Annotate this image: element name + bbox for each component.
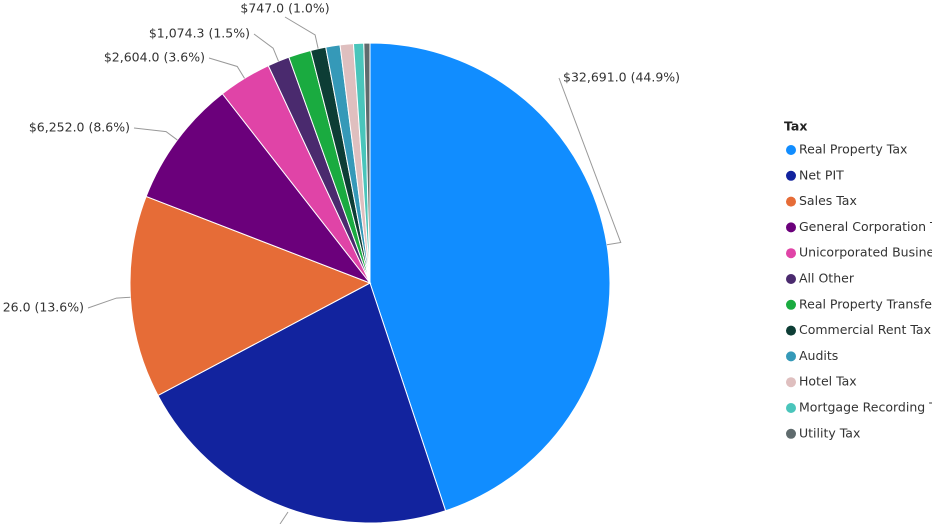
leader-line — [558, 77, 622, 246]
legend-marker — [786, 377, 796, 388]
legend-marker — [786, 351, 796, 362]
leader-line — [284, 16, 319, 49]
data-label: 26.0 (13.6%) — [3, 300, 84, 315]
legend-marker — [786, 403, 796, 413]
legend-label: All Other — [799, 271, 855, 286]
legend-marker — [786, 145, 796, 155]
pie-slice — [363, 42, 371, 284]
leader-line — [208, 57, 245, 79]
legend-title: Tax — [784, 119, 807, 134]
legend-marker — [786, 170, 796, 181]
legend-label: Sales Tax — [799, 193, 857, 208]
leader-line — [279, 511, 289, 524]
leader-line — [133, 127, 178, 141]
pie-slice — [145, 93, 372, 285]
leader-line — [87, 296, 131, 309]
legend-label: Net PIT — [799, 167, 844, 182]
legend-marker — [786, 325, 796, 336]
legend-label: Utility Tax — [799, 425, 860, 440]
data-label: $1,074.3 (1.5%) — [149, 26, 250, 41]
legend-label: Audits — [799, 348, 838, 363]
legend-label: Real Property Transfer — [799, 296, 932, 311]
legend-label: General Corporation T — [799, 219, 932, 234]
legend-marker — [786, 428, 796, 439]
pie-slice — [157, 282, 447, 524]
legend-label: Unicorporated Busines — [799, 245, 932, 260]
legend-label: Mortgage Recording T — [799, 400, 932, 415]
legend-marker — [786, 299, 796, 310]
legend-marker — [786, 196, 796, 207]
legend-marker — [786, 274, 796, 284]
legend-label: Hotel Tax — [799, 374, 857, 389]
legend-label: Commercial Rent Tax — [799, 322, 931, 337]
pie-slice — [369, 42, 611, 512]
legend-label: Real Property Tax — [799, 142, 907, 157]
legend-marker — [786, 222, 796, 233]
data-label: $747.0 (1.0%) — [240, 1, 329, 16]
data-label: $6,252.0 (8.6%) — [29, 120, 130, 135]
legend-marker — [786, 248, 796, 259]
data-label: $32,691.0 (44.9%) — [563, 70, 680, 85]
data-label: $2,604.0 (3.6%) — [104, 50, 205, 65]
leader-line — [253, 33, 279, 62]
